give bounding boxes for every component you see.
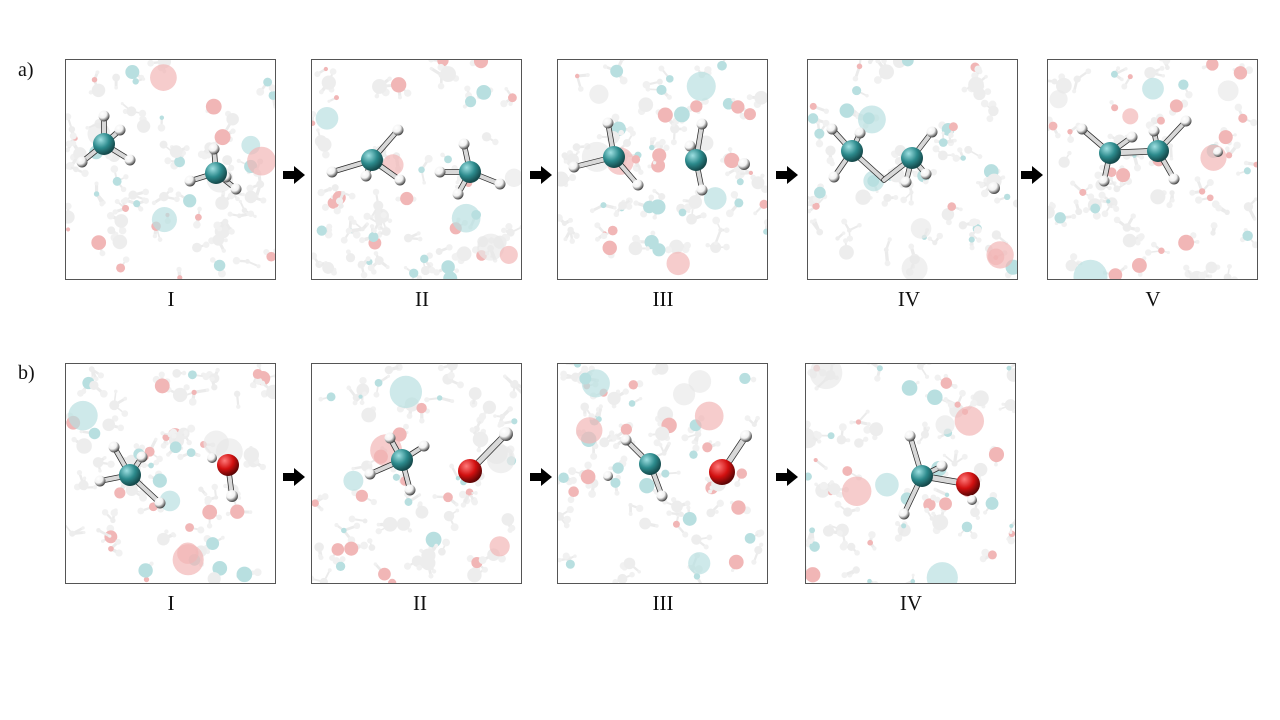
caption-b-4: IV (899, 591, 923, 615)
panel-a-2 (311, 59, 522, 280)
panel-b-4 (805, 363, 1016, 584)
caption-b-2: II (413, 591, 427, 615)
arrow-right-icon (283, 166, 305, 184)
caption-a-4: IV (897, 287, 921, 311)
caption-b-1: I (167, 591, 175, 615)
panel-b-3 (557, 363, 768, 584)
arrow-right-icon (530, 468, 552, 486)
arrow-right-icon (1021, 166, 1043, 184)
caption-a-1: I (167, 287, 175, 311)
panel-b-1 (65, 363, 276, 584)
caption-b-3: III (652, 591, 674, 615)
panel-a-3 (557, 59, 768, 280)
row-b-label: b) (18, 362, 35, 384)
arrow-right-icon (776, 166, 798, 184)
caption-a-3: III (652, 287, 674, 311)
panel-a-1 (65, 59, 276, 280)
arrow-right-icon (776, 468, 798, 486)
row-a-label: a) (18, 59, 34, 81)
panel-b-2 (311, 363, 522, 584)
arrow-right-icon (283, 468, 305, 486)
panel-a-5 (1047, 59, 1258, 280)
caption-a-2: II (415, 287, 429, 311)
arrow-right-icon (530, 166, 552, 184)
panel-a-4 (807, 59, 1018, 280)
caption-a-5: V (1145, 287, 1161, 311)
